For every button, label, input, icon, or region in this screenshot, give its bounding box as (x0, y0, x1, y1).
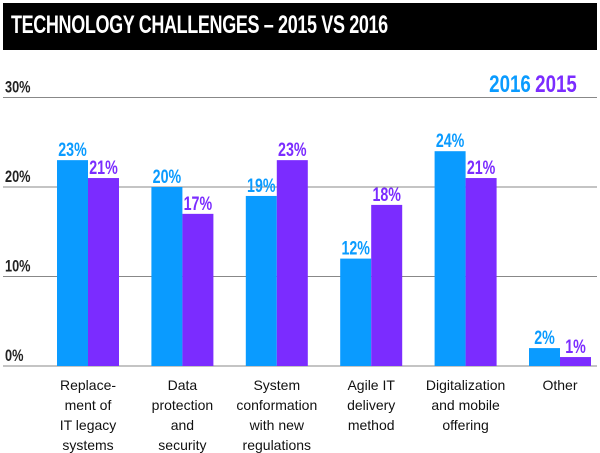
category-label: delivery (347, 397, 395, 413)
category-label: and mobile (431, 397, 500, 413)
bar-2016 (57, 160, 88, 366)
legend-2015: 2015 (535, 71, 577, 98)
data-label: 17% (184, 193, 213, 214)
data-label: 20% (153, 166, 182, 187)
y-tick-label: 20% (5, 167, 31, 186)
category-label: protection (152, 397, 213, 413)
bar-2015 (560, 357, 591, 366)
bar-2016 (529, 348, 560, 366)
bar-2015 (371, 204, 403, 366)
bar-2015 (276, 160, 308, 366)
data-label: 19% (247, 175, 276, 196)
y-tick-label: 30% (5, 78, 31, 97)
data-label: 24% (436, 130, 465, 151)
category-label: Other (542, 377, 577, 393)
category-label: ment of (65, 397, 112, 413)
bar-2015 (182, 213, 214, 366)
data-label: 12% (341, 238, 370, 259)
category-label: IT legacy (60, 417, 117, 433)
category-label: Digitalization (426, 377, 505, 393)
y-tick-label: 10% (5, 257, 31, 276)
data-label: 18% (372, 184, 401, 205)
category-label: Replace- (60, 377, 116, 393)
data-label: 2% (534, 327, 555, 348)
category-label: systems (62, 437, 113, 453)
category-label: System (253, 377, 300, 393)
bar-2016 (151, 187, 183, 366)
category-label: regulations (243, 437, 312, 453)
category-label: conformation (236, 397, 317, 413)
data-label: 23% (58, 139, 87, 160)
category-label: security (158, 437, 206, 453)
data-label: 23% (278, 139, 307, 160)
category-label: and (171, 417, 194, 433)
category-label: offering (442, 417, 488, 433)
legend-2016: 2016 (489, 71, 531, 98)
data-label: 21% (89, 157, 118, 178)
category-label: with new (249, 417, 305, 433)
data-label: 1% (565, 336, 586, 357)
bar-2016 (245, 195, 277, 366)
bar-2016 (340, 258, 372, 366)
category-label: Data (168, 377, 198, 393)
bar-2015 (88, 178, 119, 366)
chart-title: TECHNOLOGY CHALLENGES – 2015 VS 2016 (11, 11, 388, 39)
category-label: method (348, 417, 395, 433)
data-label: 21% (467, 157, 496, 178)
title-bar: TECHNOLOGY CHALLENGES – 2015 VS 2016 (3, 3, 597, 50)
y-tick-label: 0% (5, 346, 23, 365)
category-label: Agile IT (347, 377, 395, 393)
bar-2015 (465, 178, 497, 366)
bar-2016 (434, 151, 466, 366)
